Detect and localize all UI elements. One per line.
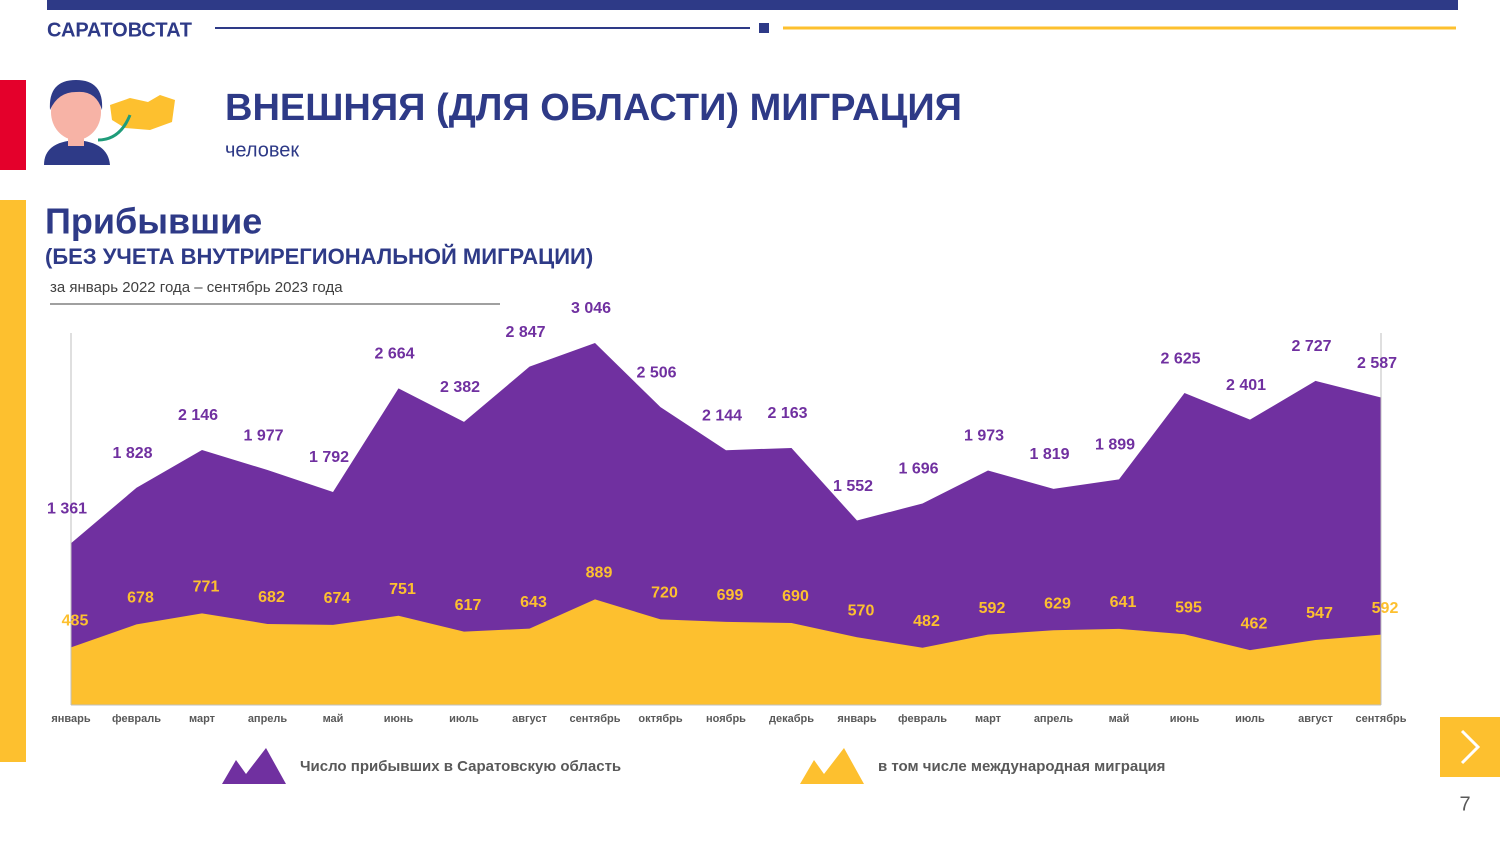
- data-label: 482: [913, 613, 940, 630]
- period: за январь 2022 года – сентябрь 2023 года: [50, 279, 343, 296]
- data-label: 751: [389, 581, 416, 598]
- x-tick-label: июнь: [1170, 713, 1200, 725]
- data-label: 2 401: [1226, 377, 1266, 394]
- data-label: 699: [717, 587, 744, 604]
- data-label: 629: [1044, 595, 1071, 612]
- legend-label: в том числе международная миграция: [878, 758, 1165, 775]
- x-tick-label: ноябрь: [706, 713, 746, 725]
- data-label: 2 146: [178, 407, 218, 424]
- x-tick-label: май: [323, 713, 344, 725]
- data-label: 1 696: [898, 461, 938, 478]
- x-tick-label: июнь: [384, 713, 414, 725]
- data-label: 2 587: [1357, 355, 1397, 372]
- x-tick-label: март: [975, 713, 1002, 725]
- plot: 1 361 1 828 2 146 1 977 1 792 2 664 2 382 2 847…: [47, 300, 1407, 784]
- x-tick-label: февраль: [112, 713, 161, 725]
- data-label: 2 163: [767, 405, 807, 422]
- x-tick-label: март: [189, 713, 216, 725]
- data-label: 547: [1306, 605, 1333, 622]
- unit: человек: [225, 139, 299, 161]
- data-label: 2 506: [636, 364, 676, 381]
- page-title: ВНЕШНЯЯ (ДЛЯ ОБЛАСТИ) МИГРАЦИЯ: [225, 87, 962, 129]
- data-label: 2 847: [505, 324, 545, 341]
- data-label: 720: [651, 585, 678, 602]
- data-label: 771: [193, 579, 220, 596]
- data-label: 592: [979, 600, 1006, 617]
- data-label: 1 899: [1095, 437, 1135, 454]
- x-tick-label: май: [1109, 713, 1130, 725]
- x-tick-label: февраль: [898, 713, 947, 725]
- top-bar: [47, 0, 1458, 10]
- x-tick-label: август: [512, 713, 547, 725]
- data-label: 1 552: [833, 478, 873, 495]
- data-label: 674: [324, 590, 351, 607]
- org-name: САРАТОВСТАТ: [47, 19, 192, 41]
- legend-label: Число прибывших в Саратовскую область: [300, 758, 621, 775]
- next-button[interactable]: [1440, 717, 1500, 777]
- x-tick-label: октябрь: [638, 713, 683, 725]
- data-label: 678: [127, 590, 154, 607]
- data-label: 617: [455, 597, 482, 614]
- data-label: 3 046: [571, 300, 611, 317]
- data-label: 1 973: [964, 428, 1004, 445]
- x-tick-label: июль: [1235, 713, 1265, 725]
- x-tick-label: апрель: [248, 713, 288, 725]
- data-label: 690: [782, 588, 809, 605]
- data-label: 570: [848, 602, 875, 619]
- data-label: 592: [1372, 600, 1399, 617]
- data-label: 485: [62, 613, 89, 630]
- accent-bar: [0, 80, 26, 170]
- data-label: 889: [586, 565, 613, 582]
- x-tick-label: июль: [449, 713, 479, 725]
- x-tick-label: январь: [51, 713, 91, 725]
- data-label: 643: [520, 594, 547, 611]
- data-label: 1 361: [47, 500, 87, 517]
- x-tick-label: сентябрь: [1356, 713, 1407, 725]
- x-tick-label: август: [1298, 713, 1333, 725]
- data-label: 2 664: [374, 346, 414, 363]
- x-tick-label: апрель: [1034, 713, 1074, 725]
- data-label: 641: [1110, 594, 1137, 611]
- data-label: 1 977: [243, 427, 283, 444]
- next-arrow: [1460, 729, 1481, 765]
- data-label: 2 625: [1160, 350, 1200, 367]
- rule-square: [759, 23, 769, 33]
- area: [71, 343, 1381, 705]
- data-label: 682: [258, 589, 285, 606]
- x-tick-label: январь: [837, 713, 877, 725]
- icon: [44, 80, 175, 165]
- chart-title: Прибывшие: [45, 201, 262, 242]
- data-label: 595: [1175, 600, 1202, 617]
- x-tick-label: сентябрь: [570, 713, 621, 725]
- page-number: 7: [1459, 793, 1470, 815]
- data-label: 2 727: [1291, 338, 1331, 355]
- data-label: 462: [1241, 615, 1268, 632]
- data-label: 2 382: [440, 379, 480, 396]
- data-label: 2 144: [702, 407, 742, 424]
- data-label: 1 828: [112, 445, 152, 462]
- legend-swatch: [222, 748, 286, 784]
- area: [71, 599, 1381, 705]
- data-label: 1 819: [1029, 446, 1069, 463]
- legend-swatch: [800, 748, 864, 784]
- chart-subtitle: (БЕЗ УЧЕТА ВНУТРИРЕГИОНАЛЬНОЙ МИГРАЦИИ): [45, 244, 593, 269]
- x-tick-label: декабрь: [769, 713, 814, 725]
- accent-bar: [0, 200, 26, 762]
- data-label: 1 792: [309, 449, 349, 466]
